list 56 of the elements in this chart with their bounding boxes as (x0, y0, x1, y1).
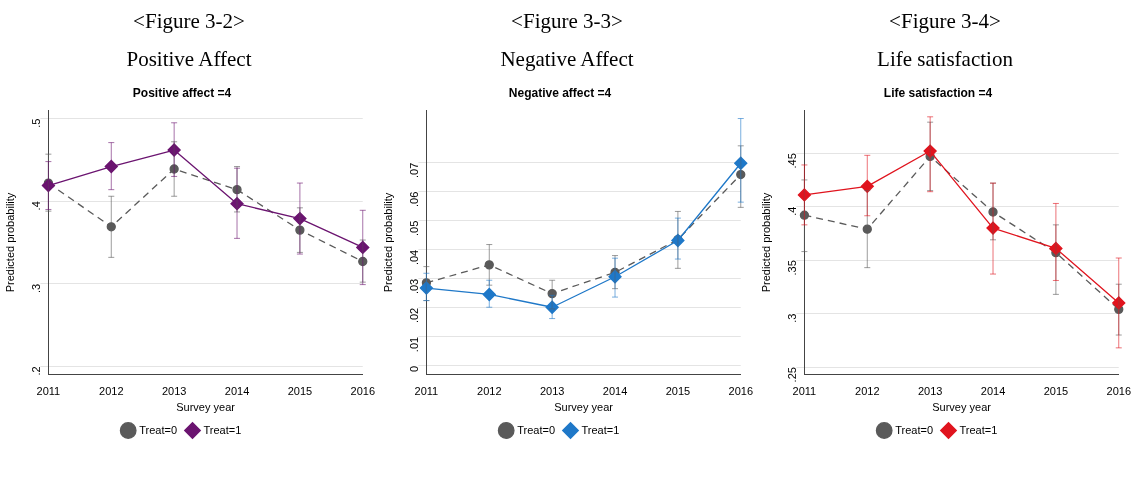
y-tick-label: .4 (786, 206, 799, 216)
x-tick-label: 2013 (161, 385, 187, 398)
y-tick-label: .3 (786, 313, 799, 323)
chart-title: Negative affect =4 (508, 85, 612, 100)
x-tick-label: 2012 (477, 385, 502, 398)
text: Positive Affect (125, 46, 253, 73)
text: <Figure 3-2> (132, 8, 246, 35)
y-axis-title: Predicted probability (3, 192, 16, 293)
chart-title: Life satisfaction =4 (883, 85, 993, 100)
y-axis-title: Predicted probability (759, 192, 772, 293)
y-tick-label: .3 (30, 283, 43, 293)
x-tick-label: 2012 (855, 385, 880, 398)
x-tick-label: 2015 (665, 385, 691, 398)
x-tick-label: 2011 (792, 385, 817, 398)
text: Life satisfaction (876, 46, 1014, 73)
x-tick-label: 2012 (99, 385, 124, 398)
legend-label: Treat=1 (203, 423, 242, 436)
x-axis-title: Survey year (932, 401, 992, 414)
x-tick-label: 2016 (728, 385, 754, 398)
y-tick-label: .07 (408, 162, 421, 178)
y-tick-label: .45 (786, 153, 799, 169)
x-tick-label: 2013 (917, 385, 943, 398)
y-tick-label: .25 (786, 367, 799, 383)
x-tick-label: 2016 (350, 385, 376, 398)
x-axis-title: Survey year (554, 401, 614, 414)
x-tick-label: 2014 (980, 385, 1006, 398)
y-tick-label: .4 (30, 201, 43, 211)
y-tick-label: .04 (408, 249, 421, 266)
text: <Figure 3-4> (888, 8, 1002, 35)
text: Negative Affect (499, 46, 635, 73)
x-tick-label: 2013 (539, 385, 565, 398)
y-tick-label: 0 (408, 365, 421, 373)
legend-label: Treat=0 (517, 423, 556, 436)
text: <Figure 3-3> (510, 8, 624, 35)
x-tick-label: 2014 (602, 385, 628, 398)
chart-title: Positive affect =4 (132, 85, 232, 100)
y-tick-label: .05 (408, 220, 421, 237)
y-tick-label: .01 (408, 336, 421, 353)
legend-label: Treat=1 (959, 423, 998, 436)
x-tick-label: 2014 (224, 385, 250, 398)
y-tick-label: .06 (408, 191, 421, 207)
y-tick-label: .5 (30, 118, 43, 128)
x-axis-title: Survey year (176, 401, 236, 414)
legend-label: Treat=1 (581, 423, 620, 436)
x-tick-label: 2011 (36, 385, 61, 398)
y-tick-label: .03 (408, 278, 421, 295)
legend-label: Treat=0 (139, 423, 178, 436)
y-tick-label: .2 (30, 366, 43, 376)
x-tick-label: 2016 (1106, 385, 1132, 398)
x-tick-label: 2015 (1043, 385, 1069, 398)
x-tick-label: 2015 (287, 385, 313, 398)
y-tick-label: .35 (786, 260, 799, 276)
y-axis-title: Predicted probability (381, 192, 394, 293)
legend-label: Treat=0 (895, 423, 934, 436)
x-tick-label: 2011 (414, 385, 439, 398)
y-tick-label: .02 (408, 307, 421, 324)
